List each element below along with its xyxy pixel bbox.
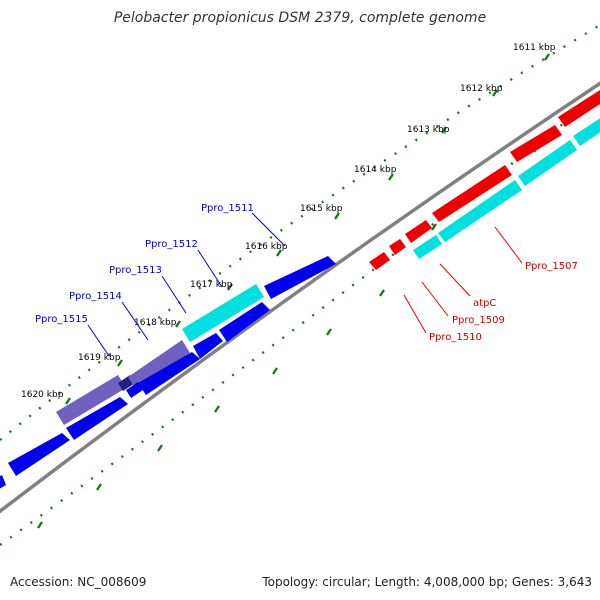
- scale-label: 1619 kbp: [78, 353, 121, 363]
- major-tick: [379, 289, 385, 297]
- map-title: Pelobacter propionicus DSM 2379, complet…: [113, 10, 487, 26]
- major-tick: [334, 212, 340, 220]
- major-tick: [65, 397, 71, 405]
- cds-reverse-ppro-1510[interactable]: [369, 252, 390, 270]
- scale-label: 1615 kbp: [300, 204, 343, 214]
- cds-reverse-ppro-1509[interactable]: [389, 239, 406, 255]
- accession-info: Accession: NC_008609: [10, 575, 146, 589]
- gene-feature[interactable]: [438, 180, 522, 242]
- gene-feature[interactable]: [518, 140, 577, 186]
- cds-forward[interactable]: [138, 352, 200, 395]
- genes-value: 3,643: [557, 575, 592, 589]
- cds-reverse[interactable]: [510, 125, 562, 162]
- gene-label[interactable]: Ppro_1509: [452, 315, 505, 326]
- gene-feature[interactable]: [573, 117, 600, 146]
- major-tick: [214, 405, 220, 413]
- gene-label[interactable]: Ppro_1511: [201, 203, 254, 214]
- major-tick: [96, 483, 102, 491]
- major-tick: [157, 444, 163, 452]
- major-tick: [117, 359, 123, 367]
- gene-label[interactable]: Ppro_1510: [429, 332, 482, 343]
- genes-label: Genes:: [511, 575, 554, 589]
- cds-forward[interactable]: [193, 333, 223, 359]
- topology-label: Topology:: [262, 575, 319, 589]
- scale-label: 1611 kbp: [513, 43, 556, 53]
- major-tick: [388, 173, 394, 181]
- cds-forward[interactable]: [219, 302, 270, 342]
- gene-label[interactable]: Ppro_1512: [145, 239, 198, 250]
- major-tick: [492, 89, 498, 97]
- callout-line: [494, 226, 523, 264]
- cds-reverse-atpC[interactable]: [405, 220, 432, 243]
- cds-forward[interactable]: [0, 475, 6, 492]
- callout-line: [87, 324, 110, 357]
- gene-label[interactable]: Ppro_1514: [69, 291, 122, 302]
- gene-label[interactable]: Ppro_1507: [525, 261, 578, 272]
- gene-feature-ppro-1514[interactable]: [128, 340, 190, 390]
- genome-stats: Topology: circular; Length: 4,008,000 bp…: [262, 575, 592, 589]
- major-tick: [175, 320, 181, 328]
- length-value: 4,008,000 bp: [423, 575, 504, 589]
- cds-forward-ppro-1511[interactable]: [264, 256, 336, 299]
- callout-line: [197, 249, 223, 288]
- callout-line: [439, 263, 471, 297]
- major-tick: [544, 53, 550, 61]
- scale-ring-inner: [0, 94, 600, 546]
- callout-line: [121, 301, 149, 341]
- major-ticks-outer: [65, 53, 550, 405]
- major-tick: [441, 126, 447, 134]
- scale-label: 1612 kbp: [460, 84, 503, 94]
- genome-backbone: [0, 81, 600, 514]
- callout-line: [403, 294, 427, 334]
- cds-forward[interactable]: [8, 433, 70, 476]
- scale-label: 1618 kbp: [134, 318, 177, 328]
- scale-ring-outer: [0, 23, 600, 441]
- major-tick: [272, 367, 278, 375]
- gene-label[interactable]: Ppro_1513: [109, 265, 162, 276]
- cds-forward[interactable]: [126, 382, 143, 398]
- major-tick: [227, 283, 233, 291]
- gene-feature-ppro-1515[interactable]: [56, 375, 126, 425]
- cds-reverse-ppro-1507[interactable]: [432, 165, 512, 222]
- cds-forward[interactable]: [66, 397, 128, 440]
- major-tick: [276, 249, 282, 257]
- scale-label: 1614 kbp: [354, 165, 397, 175]
- major-tick: [37, 521, 43, 529]
- scale-label: 1616 kbp: [245, 242, 288, 252]
- callout-line: [251, 212, 286, 247]
- topology-value: circular: [322, 575, 367, 589]
- major-tick: [326, 328, 332, 336]
- gene-label[interactable]: Ppro_1515: [35, 314, 88, 325]
- scale-label: 1613 kbp: [407, 125, 450, 135]
- length-label: Length:: [374, 575, 421, 589]
- gene-feature[interactable]: [413, 235, 442, 259]
- scale-label: 1620 kbp: [21, 390, 64, 400]
- callout-line: [421, 281, 449, 317]
- major-tick: [431, 223, 437, 231]
- gene-label[interactable]: atpC: [473, 298, 496, 309]
- accession-value: NC_008609: [77, 575, 147, 589]
- accession-label: Accession:: [10, 575, 74, 589]
- callout-line: [161, 275, 187, 314]
- cds-reverse[interactable]: [558, 90, 600, 127]
- gene-feature-ppro-1513[interactable]: [182, 284, 264, 342]
- scale-label: 1617 kbp: [190, 280, 233, 290]
